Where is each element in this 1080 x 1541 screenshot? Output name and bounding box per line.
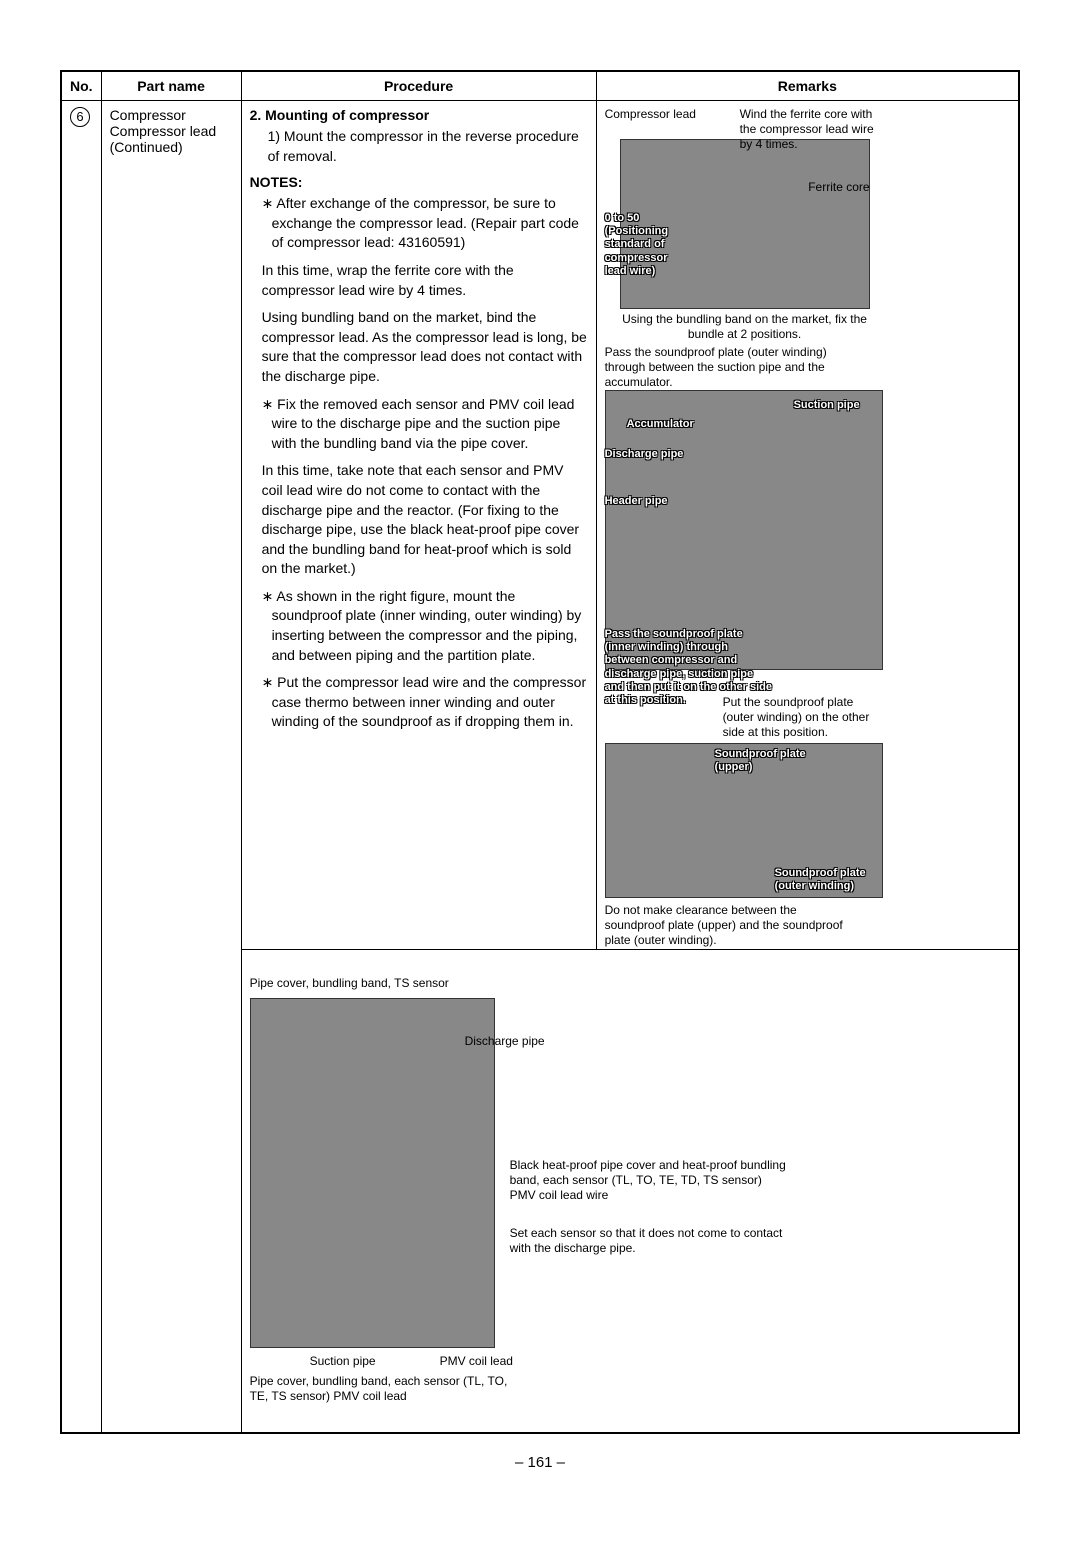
fig1-positioning: 0 to 50 (Positioning standard of compres…	[605, 212, 680, 278]
fig3-upper: Soundproof plate (upper)	[715, 748, 845, 774]
note1p2: Using bundling band on the market, bind …	[262, 308, 588, 386]
fig2-pass1: Pass the soundproof plate (outer winding…	[605, 345, 865, 390]
fig2-discharge: Discharge pipe	[605, 448, 695, 461]
fig2-put: Put the soundproof plate (outer winding)…	[723, 695, 883, 740]
part-l2: Compressor lead	[110, 123, 233, 139]
header-procedure: Procedure	[241, 71, 596, 101]
bottom-figure: Pipe cover, bundling band, TS sensor Dis…	[250, 976, 1010, 1426]
fig1-compressor-lead: Compressor lead	[605, 107, 715, 122]
fig1-bundling: Using the bundling band on the market, f…	[620, 312, 870, 342]
notes-title: NOTES:	[250, 174, 588, 190]
header-remarks: Remarks	[596, 71, 1019, 101]
bottom-merged-cell: Pipe cover, bundling band, TS sensor Dis…	[241, 950, 1019, 1434]
bfig-top: Pipe cover, bundling band, TS sensor	[250, 976, 510, 991]
note4: ∗ Put the compressor lead wire and the c…	[262, 673, 588, 732]
bfig-discharge: Discharge pipe	[465, 1034, 565, 1049]
figure2: Pass the soundproof plate (outer winding…	[605, 345, 1010, 735]
number-circle-icon: 6	[70, 107, 90, 127]
header-no: No.	[61, 71, 101, 101]
service-table: No. Part name Procedure Remarks 6 Compre…	[60, 70, 1020, 1434]
cell-part: Compressor Compressor lead (Continued)	[101, 101, 241, 1434]
section-title: 2. Mounting of compressor	[250, 107, 588, 123]
step1: 1) Mount the compressor in the reverse p…	[268, 127, 588, 166]
bottom-figure-image	[250, 998, 495, 1348]
fig3-outer: Soundproof plate (outer winding)	[775, 867, 885, 893]
cell-procedure: 2. Mounting of compressor 1) Mount the c…	[241, 101, 596, 950]
bfig-set: Set each sensor so that it does not come…	[510, 1226, 790, 1256]
note1: ∗ After exchange of the compressor, be s…	[262, 194, 588, 253]
bfig-pmv: PMV coil lead	[440, 1354, 540, 1369]
note1p: In this time, wrap the ferrite core with…	[262, 261, 588, 300]
bfig-suction: Suction pipe	[310, 1354, 400, 1369]
header-part: Part name	[101, 71, 241, 101]
fig3-clearance: Do not make clearance between the soundp…	[605, 903, 855, 948]
part-l3: (Continued)	[110, 139, 233, 155]
note2p: In this time, take note that each sensor…	[262, 461, 588, 579]
fig2-header: Header pipe	[605, 495, 685, 508]
note3: ∗ As shown in the right figure, mount th…	[262, 587, 588, 665]
bfig-black: Black heat-proof pipe cover and heat-pro…	[510, 1158, 790, 1203]
fig2-suction: Suction pipe	[780, 399, 860, 412]
part-l1: Compressor	[110, 107, 233, 123]
note2: ∗ Fix the removed each sensor and PMV co…	[262, 395, 588, 454]
fig1-wind: Wind the ferrite core with the compresso…	[740, 107, 890, 152]
figure1: Compressor lead Wind the ferrite core wi…	[605, 107, 1010, 337]
cell-no: 6	[61, 101, 101, 1434]
fig1-ferrite: Ferrite core	[790, 180, 870, 195]
figure3: Soundproof plate (upper) Soundproof plat…	[605, 743, 1010, 943]
bfig-bottom: Pipe cover, bundling band, each sensor (…	[250, 1374, 510, 1404]
page-number: – 161 –	[60, 1454, 1020, 1471]
fig2-accum: Accumulator	[627, 418, 707, 431]
cell-remarks: Compressor lead Wind the ferrite core wi…	[596, 101, 1019, 950]
